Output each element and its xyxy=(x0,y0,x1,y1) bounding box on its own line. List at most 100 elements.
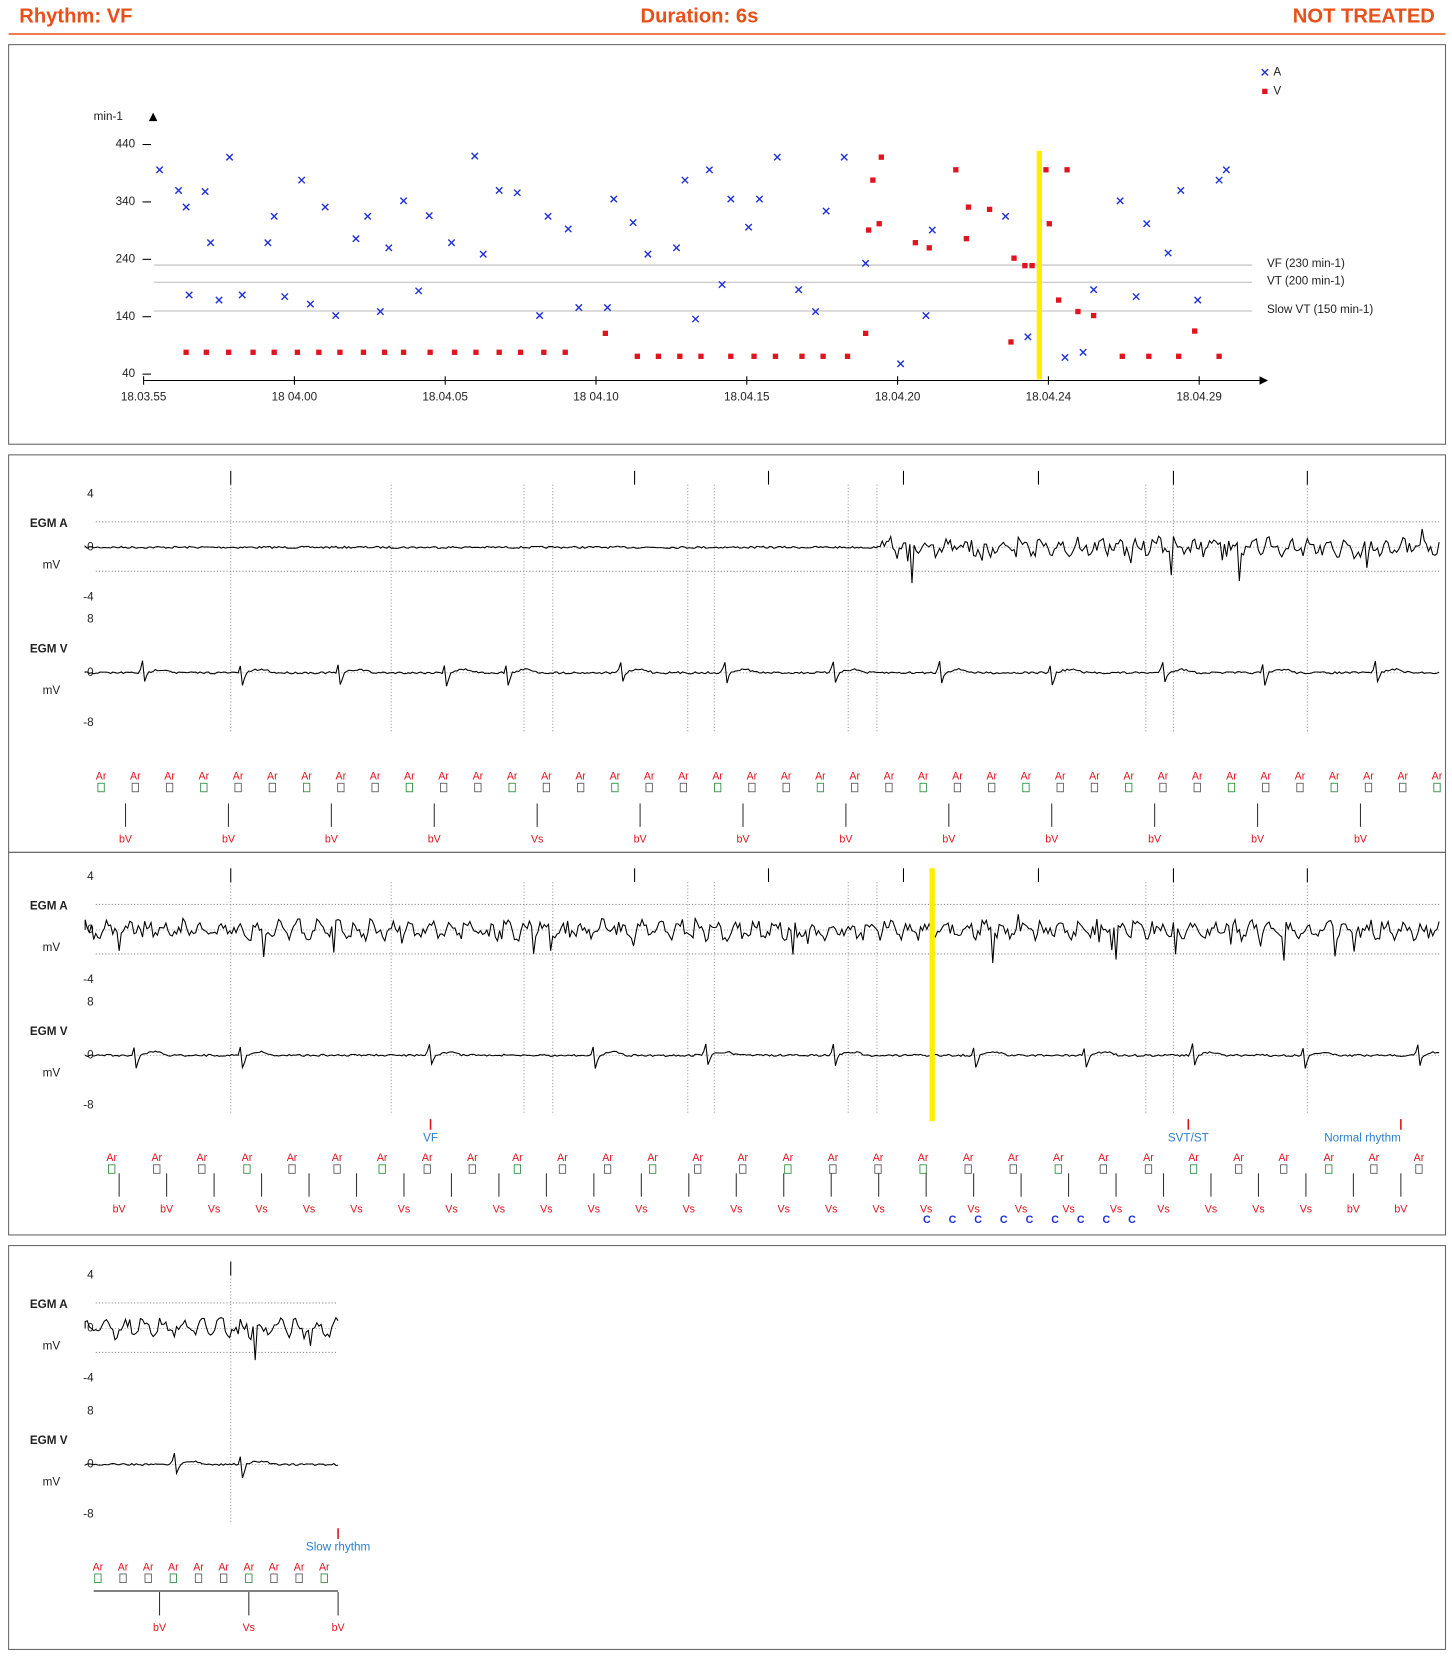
atrial-marker: Ar xyxy=(828,1152,839,1164)
point xyxy=(1011,255,1017,261)
atrial-marker: Ar xyxy=(1158,771,1169,783)
ventricular-marker: Vs xyxy=(635,1203,647,1215)
ventricular-marker: Vs xyxy=(445,1203,457,1215)
marker-glyph xyxy=(440,782,448,793)
atrial-marker: Ar xyxy=(319,1561,330,1573)
atrial-marker: Ar xyxy=(602,1152,613,1164)
point xyxy=(1192,328,1198,334)
marker-glyph xyxy=(679,782,688,793)
point xyxy=(610,195,618,203)
marker-glyph xyxy=(1370,1164,1378,1174)
ventricular-marker: bV xyxy=(428,833,442,845)
duration-label: Duration: 6s xyxy=(641,5,759,27)
point xyxy=(471,152,479,160)
point xyxy=(1046,221,1052,227)
atrial-marker: Ar xyxy=(692,1152,703,1164)
point xyxy=(215,296,223,304)
point xyxy=(381,349,388,355)
ventricular-marker: Vs xyxy=(920,1203,932,1215)
point xyxy=(517,349,524,355)
marker-glyph xyxy=(964,1164,972,1174)
marker-glyph xyxy=(165,782,174,793)
unit-label: mV xyxy=(43,558,61,571)
point xyxy=(862,330,869,337)
ventricular-marker: Vs xyxy=(778,1203,790,1215)
point xyxy=(878,154,884,160)
ventricular-marker: Vs xyxy=(967,1203,979,1215)
point xyxy=(360,349,367,355)
atrial-marker: Ar xyxy=(1192,771,1203,783)
point xyxy=(321,203,329,211)
atrial-marker: Ar xyxy=(1260,771,1271,783)
marker-glyph xyxy=(474,782,482,793)
ventricular-marker: Vs xyxy=(588,1203,600,1215)
marker-glyph xyxy=(784,1164,792,1174)
egm-panel xyxy=(8,454,1447,853)
scale-label: -8 xyxy=(83,1508,93,1521)
ventricular-marker: bV xyxy=(1394,1203,1408,1215)
marker-glyph xyxy=(1054,1164,1062,1174)
atrial-marker: Ar xyxy=(269,1561,280,1573)
x-axis-arrow xyxy=(1259,376,1269,385)
atrial-marker: Ar xyxy=(783,1152,794,1164)
x-tick-label: 18.04.05 xyxy=(422,391,468,404)
atrial-marker: Ar xyxy=(918,771,929,783)
rhythm-label: Rhythm: VF xyxy=(19,5,132,27)
marker-glyph xyxy=(243,1164,251,1174)
point xyxy=(496,349,502,355)
point xyxy=(1164,249,1172,257)
channel-label: EGM V xyxy=(30,1434,68,1447)
atrial-marker: Ar xyxy=(151,1152,162,1164)
marker-glyph xyxy=(829,1164,837,1174)
atrial-marker: Ar xyxy=(1089,771,1100,783)
atrial-marker: Ar xyxy=(884,771,895,783)
atrial-marker: Ar xyxy=(404,771,415,783)
scale-label: 4 xyxy=(87,870,94,883)
atrial-marker: Ar xyxy=(644,771,655,783)
point xyxy=(681,176,689,184)
point xyxy=(1022,262,1028,269)
marker-glyph xyxy=(337,782,345,793)
marker-glyph xyxy=(1433,782,1441,793)
capture-marker: C xyxy=(923,1214,931,1226)
ventricular-marker: Vs xyxy=(1205,1203,1217,1215)
marker-glyph xyxy=(988,782,996,793)
marker-glyph xyxy=(1364,782,1373,793)
point xyxy=(400,349,407,355)
atrial-marker: Ar xyxy=(1226,771,1237,783)
atrial-marker: Ar xyxy=(1432,771,1443,783)
ventricular-marker: Vs xyxy=(1110,1203,1122,1215)
marker-glyph xyxy=(169,1573,177,1583)
ventricular-marker: Vs xyxy=(208,1203,220,1215)
scale-label: 8 xyxy=(87,995,94,1008)
atrial-marker: Ar xyxy=(377,1152,388,1164)
atrial-marker: Ar xyxy=(1414,1152,1425,1164)
marker-glyph xyxy=(1125,782,1133,793)
marker-glyph xyxy=(1415,1164,1423,1174)
point xyxy=(1194,296,1202,304)
atrial-marker: Ar xyxy=(106,1152,117,1164)
capture-marker: C xyxy=(1051,1214,1059,1226)
atrial-marker: Ar xyxy=(873,1152,884,1164)
point xyxy=(513,189,521,197)
marker-glyph xyxy=(1193,782,1201,793)
ventricular-marker: Vs xyxy=(303,1203,315,1215)
marker-glyph xyxy=(119,1573,127,1583)
point xyxy=(1043,167,1049,173)
marker-glyph xyxy=(378,1164,386,1174)
ventricular-marker: Vs xyxy=(255,1203,267,1215)
reference-label: VT (200 min-1) xyxy=(1267,274,1345,287)
marker-glyph xyxy=(577,782,585,793)
marker-glyph xyxy=(1099,1164,1108,1174)
point xyxy=(1061,353,1069,362)
ventricular-marker: Vs xyxy=(1252,1203,1264,1215)
point xyxy=(155,166,164,174)
capture-marker: C xyxy=(974,1214,982,1226)
ventricular-marker: bV xyxy=(1251,833,1265,845)
atrial-marker: Ar xyxy=(1188,1152,1199,1164)
atrial-marker: Ar xyxy=(1021,771,1032,783)
egm-trace xyxy=(84,1043,1440,1070)
marker-glyph xyxy=(234,782,242,793)
point xyxy=(264,238,272,247)
point xyxy=(965,204,972,210)
